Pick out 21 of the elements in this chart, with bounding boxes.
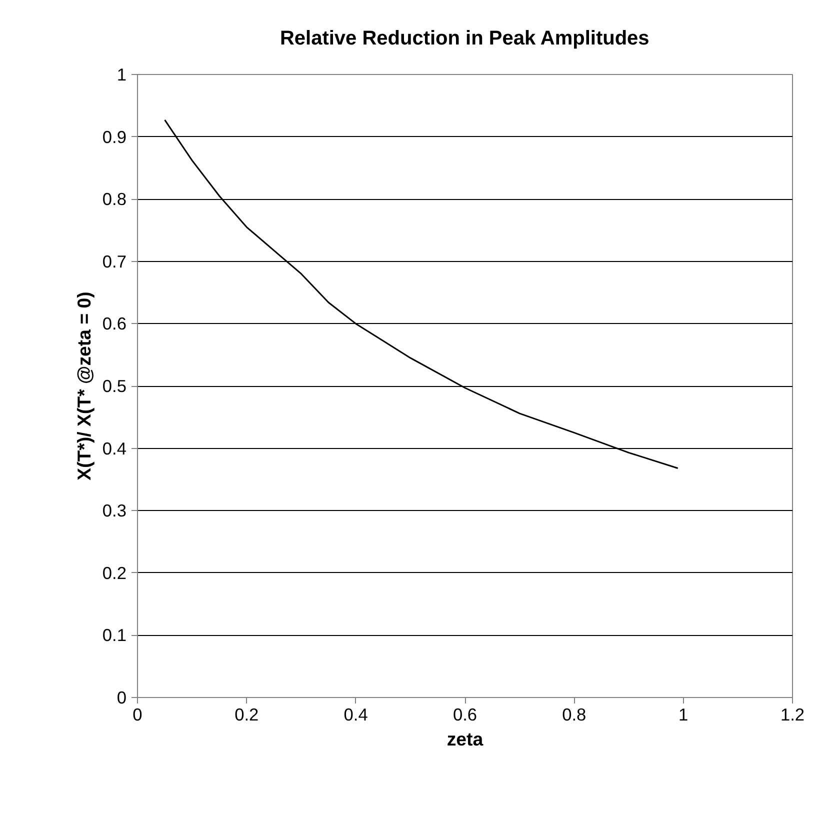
- y-tick-label: 1: [116, 64, 127, 84]
- y-tick-label: 0.4: [102, 438, 127, 458]
- x-tick-label: 1: [678, 704, 688, 724]
- x-tick-label: 0.4: [344, 704, 368, 724]
- chart-title: Relative Reduction in Peak Amplitudes: [280, 28, 650, 50]
- y-tick-label: 0: [116, 688, 127, 708]
- y-tick-label: 0.1: [102, 625, 127, 646]
- y-tick-label: 0.6: [102, 314, 127, 334]
- x-tick-label: 0.2: [234, 704, 259, 724]
- x-tick-label: 0.6: [452, 704, 478, 724]
- y-tick-label: 0.7: [102, 251, 127, 272]
- y-tick-label: 0.2: [102, 562, 127, 583]
- y-tick-label: 0.9: [102, 126, 127, 147]
- x-axis-title: zeta: [446, 728, 484, 750]
- x-tick-label: 0: [132, 704, 142, 724]
- y-axis-title: X(T*)/ X(T* @zeta = 0): [73, 292, 94, 480]
- x-tick-label: 1.2: [780, 704, 805, 724]
- x-tick-label: 0.8: [562, 704, 586, 724]
- y-tick-label: 0.3: [102, 500, 127, 521]
- y-tick-label: 0.5: [102, 376, 127, 396]
- y-tick-label: 0.8: [102, 189, 127, 210]
